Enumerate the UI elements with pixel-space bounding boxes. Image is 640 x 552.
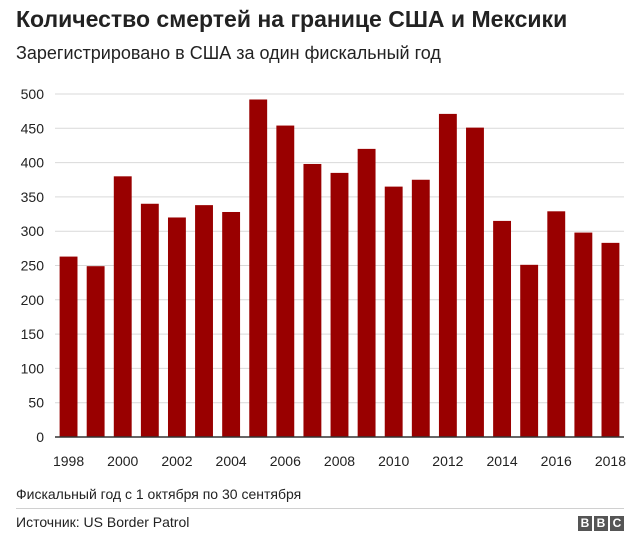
x-tick-label: 2002 [161,453,192,469]
bar: 2009: 420 [357,148,376,437]
bar: 2000: 380 [113,176,132,437]
bbc-logo: B B C [578,516,624,531]
x-tick-label: 2018 [595,453,626,469]
x-tick-label: 2004 [216,453,247,469]
bbc-logo-letter: B [594,516,608,531]
bar: 2003: 338 [195,205,213,437]
x-tick-label: 2016 [541,453,572,469]
y-tick-label: 0 [36,429,44,445]
y-tick-label: 100 [21,360,45,376]
bar: 2002: 320 [167,217,186,437]
fiscal-year-note: Фискальный год с 1 октября по 30 сентябр… [16,486,302,502]
source-text: Источник: US Border Patrol [16,514,190,530]
y-tick-label: 250 [21,258,45,274]
chart-subtitle: Зарегистрировано в США за один фискальны… [16,43,441,63]
bar: 2006: 454 [276,125,295,437]
y-tick-label: 500 [21,86,45,102]
x-tick-label: 2000 [107,453,138,469]
y-tick-label: 50 [28,395,44,411]
footer-divider [16,508,624,509]
bar-chart: 0 50 100 150 200 250 300 350 400 450 500 1998: 263 1… [21,86,627,469]
bar: 2013: 451 [466,127,484,437]
bar: 2001: 340 [140,203,159,437]
bar: 1998: 263 [59,256,78,437]
bar: 2012: 471 [438,113,457,438]
y-tick-label: 450 [21,120,45,136]
x-tick-label: 1998 [53,453,84,469]
bar: 2018: 283 [601,242,620,437]
bar: 2014: 315 [493,220,512,437]
x-tick-label: 2006 [270,453,301,469]
bbc-logo-letter: B [578,516,592,531]
y-tick-label: 150 [21,326,45,342]
bar: 2010: 365 [384,186,403,437]
x-tick-label: 2010 [378,453,409,469]
x-tick-label: 2012 [432,453,463,469]
chart-title: Количество смертей на границе США и Мекс… [16,6,568,32]
bar: 2016: 329 [547,211,566,437]
y-tick-label: 350 [21,189,45,205]
y-tick-label: 200 [21,292,45,308]
bbc-logo-letter: C [610,516,624,531]
y-tick-label: 400 [21,155,45,171]
bar: 2005: 492 [249,99,268,437]
bar: 2004: 328 [222,211,241,437]
x-tick-label: 2008 [324,453,355,469]
bar: 1999: 249 [86,266,105,437]
bar: 2007: 398 [303,163,322,438]
y-tick-label: 300 [21,223,45,239]
bar: 2015: 251 [520,264,539,437]
x-tick-label: 2014 [486,453,517,469]
bar: 2017: 298 [574,232,593,437]
bar: 2008: 385 [330,172,349,437]
bar: 2011: 375 [411,179,430,437]
